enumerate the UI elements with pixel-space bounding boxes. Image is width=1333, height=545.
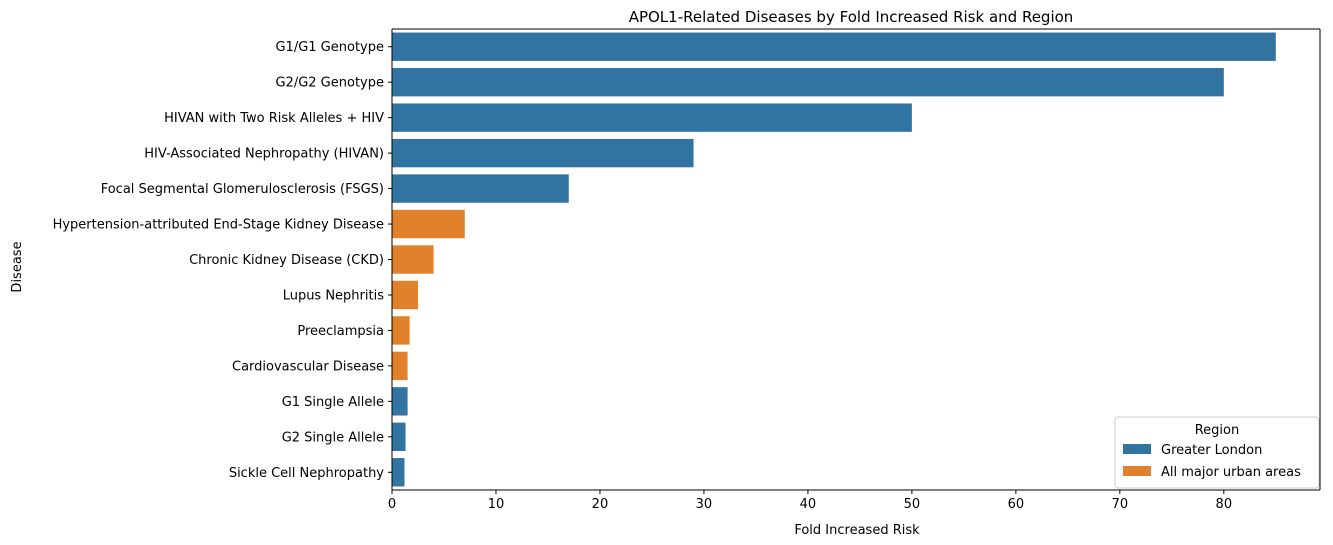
x-tick-label: 0 (388, 497, 396, 512)
bar (392, 174, 569, 203)
category-label: Lupus Nephritis (283, 288, 385, 303)
bar (392, 245, 434, 274)
legend-label-greater-london: Greater London (1161, 443, 1262, 458)
x-axis-label: Fold Increased Risk (794, 523, 920, 538)
x-tick-label: 40 (800, 497, 817, 512)
category-label: Sickle Cell Nephropathy (229, 466, 384, 481)
x-ticks: 0 10 20 30 40 50 60 70 80 (388, 490, 1232, 512)
bar (392, 351, 408, 381)
bar (392, 103, 912, 132)
x-tick-label: 80 (1216, 497, 1233, 512)
x-tick-label: 50 (904, 497, 921, 512)
bar (392, 138, 694, 168)
category-label: G1 Single Allele (282, 395, 384, 410)
category-label: Focal Segmental Glomerulosclerosis (FSGS… (101, 182, 384, 197)
legend-frame (1114, 416, 1320, 489)
x-tick-label: 70 (1112, 497, 1129, 512)
category-label: G2/G2 Genotype (275, 76, 384, 91)
legend-swatch-urban-areas (1123, 466, 1151, 476)
category-label: Chronic Kidney Disease (CKD) (189, 253, 384, 268)
chart-title: APOL1-Related Diseases by Fold Increased… (629, 8, 1074, 26)
bars-layer (392, 32, 1276, 487)
bar (392, 32, 1276, 61)
legend-label-urban-areas: All major urban areas (1161, 465, 1301, 480)
bar (392, 68, 1224, 97)
category-label: Preeclampsia (297, 324, 384, 339)
category-label: HIV-Associated Nephropathy (HIVAN) (144, 147, 384, 162)
x-tick-label: 10 (488, 497, 505, 512)
y-axis-label: Disease (10, 241, 25, 292)
legend-swatch-greater-london (1123, 444, 1151, 454)
category-label: Hypertension-attributed End-Stage Kidney… (53, 218, 384, 233)
bar (392, 422, 406, 451)
legend: Region Greater London All major urban ar… (1114, 416, 1320, 489)
x-tick-label: 20 (592, 497, 609, 512)
category-label: G1/G1 Genotype (275, 40, 384, 55)
category-label: Cardiovascular Disease (232, 359, 384, 374)
x-tick-label: 60 (1008, 497, 1025, 512)
legend-title: Region (1195, 423, 1240, 438)
bar (392, 316, 410, 345)
category-label: HIVAN with Two Risk Alleles + HIV (164, 111, 384, 126)
category-labels: G1/G1 Genotype G2/G2 Genotype HIVAN with T… (53, 40, 392, 481)
bar (392, 280, 418, 310)
bar (392, 209, 465, 239)
bar (392, 458, 405, 487)
category-label: G2 Single Allele (282, 430, 384, 445)
x-tick-label: 30 (696, 497, 713, 512)
bar (392, 387, 408, 416)
